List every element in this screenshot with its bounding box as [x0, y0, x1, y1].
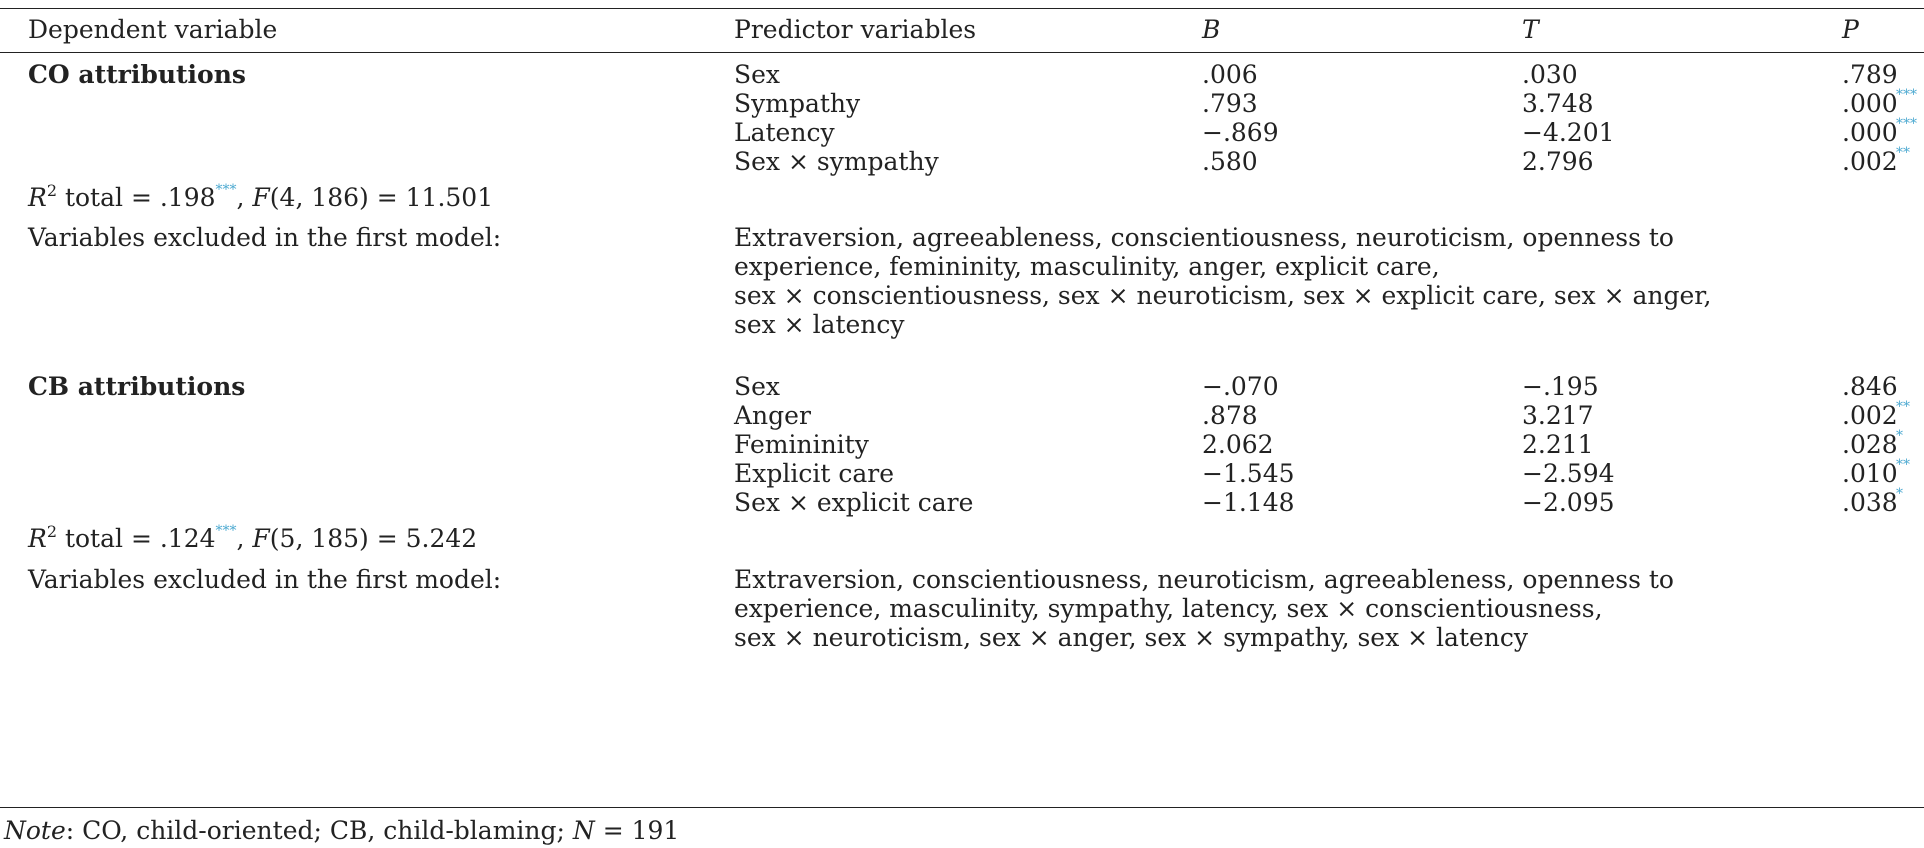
cb-predictor-cell: Sex: [734, 372, 781, 401]
cb-t-value-cell: 3.217: [1522, 401, 1594, 430]
co-f-value: (4, 186) = 11.501: [269, 183, 494, 212]
cb-p-value-cell: .846: [1842, 372, 1898, 401]
co-r2-stars: ***: [215, 182, 237, 198]
co-r2-line: R2 total = .198***, F(4, 186) = 11.501: [28, 173, 493, 215]
co-r2-value: total = .198: [57, 183, 216, 212]
co-significance-stars: ***: [1896, 116, 1917, 132]
note-n-value: = 191: [594, 816, 680, 845]
note-label: Note: [4, 816, 66, 845]
co-predictor-cell: Sympathy: [734, 89, 861, 118]
header-t: T: [1522, 15, 1539, 44]
cb-t-value-cell: 2.211: [1522, 430, 1594, 459]
cb-section-title: CB attributions: [28, 372, 246, 401]
co-t-value-cell: −4.201: [1522, 118, 1615, 147]
header-dependent: Dependent variable: [28, 15, 278, 44]
top-rule: [0, 8, 1924, 9]
co-p-value-cell: .789: [1842, 60, 1898, 89]
cb-excluded-label: Variables excluded in the first model:: [28, 565, 502, 594]
cb-predictor-cell: Explicit care: [734, 459, 894, 488]
cb-excluded-line: sex × neuroticism, sex × anger, sex × sy…: [734, 623, 1529, 652]
cb-excluded-line: Extraversion, conscientiousness, neuroti…: [734, 565, 1674, 594]
cb-predictor-cell: Anger: [734, 401, 811, 430]
co-excluded-line: Extraversion, agreeableness, conscientio…: [734, 223, 1674, 252]
co-b-value-cell: −.869: [1202, 118, 1279, 147]
co-r2-comma: ,: [236, 183, 253, 212]
co-excluded-line: experience, femininity, masculinity, ang…: [734, 252, 1440, 281]
cb-b-value-cell: 2.062: [1202, 430, 1274, 459]
co-p-value-cell: .002: [1842, 147, 1898, 176]
cb-significance-stars: **: [1896, 457, 1910, 473]
cb-f-symbol: F: [252, 524, 270, 553]
co-excluded-line: sex × latency: [734, 310, 905, 339]
cb-t-value-cell: −2.594: [1522, 459, 1615, 488]
header-b: B: [1202, 15, 1221, 44]
co-b-value-cell: .006: [1202, 60, 1258, 89]
cb-r2-symbol: R: [28, 524, 47, 553]
note-n-symbol: N: [572, 816, 595, 845]
co-significance-stars: **: [1896, 145, 1910, 161]
cb-predictor-cell: Femininity: [734, 430, 869, 459]
co-b-value-cell: .793: [1202, 89, 1258, 118]
cb-r2-sup: 2: [46, 522, 58, 541]
cb-p-value-cell: .038: [1842, 488, 1898, 517]
cb-r2-stars: ***: [215, 523, 237, 539]
cb-b-value-cell: −1.545: [1202, 459, 1295, 488]
cb-b-value-cell: .878: [1202, 401, 1258, 430]
co-r2-symbol: R: [28, 183, 47, 212]
co-predictor-cell: Latency: [734, 118, 835, 147]
co-b-value-cell: .580: [1202, 147, 1258, 176]
cb-p-value-cell: .002: [1842, 401, 1898, 430]
cb-t-value-cell: −2.095: [1522, 488, 1615, 517]
co-significance-stars: ***: [1896, 87, 1917, 103]
co-p-value-cell: .000: [1842, 89, 1898, 118]
co-t-value-cell: .030: [1522, 60, 1578, 89]
cb-significance-stars: *: [1896, 486, 1903, 502]
cb-r2-line: R2 total = .124***, F(5, 185) = 5.242: [28, 514, 477, 556]
cb-b-value-cell: −1.148: [1202, 488, 1295, 517]
co-t-value-cell: 3.748: [1522, 89, 1594, 118]
co-r2-sup: 2: [46, 181, 58, 200]
cb-p-value-cell: .010: [1842, 459, 1898, 488]
table-note: Note: CO, child-oriented; CB, child-blam…: [4, 813, 679, 848]
co-section-title: CO attributions: [28, 60, 246, 89]
cb-r2-value: total = .124: [57, 524, 216, 553]
cb-r2-comma: ,: [236, 524, 253, 553]
co-f-symbol: F: [252, 183, 270, 212]
cb-significance-stars: **: [1896, 399, 1910, 415]
cb-excluded-line: experience, masculinity, sympathy, laten…: [734, 594, 1603, 623]
header-rule: [0, 52, 1924, 53]
co-excluded-line: sex × conscientiousness, sex × neurotici…: [734, 281, 1712, 310]
cb-significance-stars: *: [1896, 428, 1903, 444]
cb-f-value: (5, 185) = 5.242: [269, 524, 478, 553]
co-p-value-cell: .000: [1842, 118, 1898, 147]
cb-predictor-cell: Sex × explicit care: [734, 488, 974, 517]
note-text: : CO, child-oriented; CB, child-blaming;: [65, 816, 573, 845]
bottom-rule: [0, 807, 1924, 808]
header-p: P: [1842, 15, 1859, 44]
cb-p-value-cell: .028: [1842, 430, 1898, 459]
co-predictor-cell: Sex: [734, 60, 781, 89]
cb-b-value-cell: −.070: [1202, 372, 1279, 401]
cb-t-value-cell: −.195: [1522, 372, 1599, 401]
co-predictor-cell: Sex × sympathy: [734, 147, 939, 176]
co-excluded-label: Variables excluded in the first model:: [28, 223, 502, 252]
co-t-value-cell: 2.796: [1522, 147, 1594, 176]
header-predictor: Predictor variables: [734, 15, 977, 44]
